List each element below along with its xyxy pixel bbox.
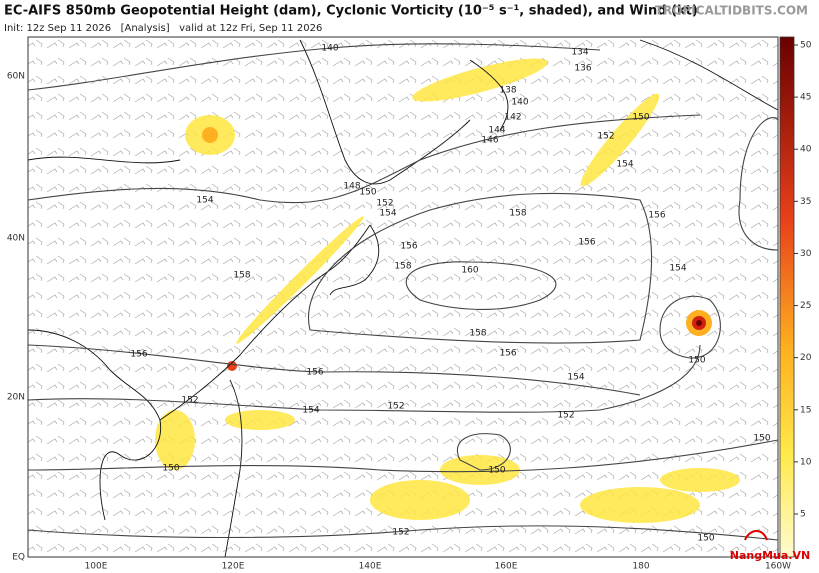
- map-frame: [27, 36, 779, 558]
- lon-label: 120E: [222, 562, 245, 572]
- lon-label: 160E: [495, 562, 518, 572]
- contour-label: 144: [488, 126, 505, 136]
- colorbar-label: 15: [800, 405, 811, 415]
- contour-label: 152: [392, 528, 409, 538]
- colorbar-label: 10: [800, 457, 812, 467]
- colorbar-label: 45: [800, 93, 811, 103]
- watermark-text: NangMua.VN: [730, 549, 810, 562]
- colorbar-label: 35: [800, 197, 811, 207]
- contour-label: 152: [597, 132, 614, 142]
- contour-label: 156: [499, 349, 516, 359]
- init-line: Init: 12z Sep 11 2026 [Analysis] valid a…: [4, 23, 322, 34]
- contour-label: 158: [509, 209, 526, 219]
- contour-label: 150: [697, 534, 714, 544]
- lat-label: 20N: [7, 393, 25, 403]
- contour-label: 152: [376, 199, 393, 209]
- contour-label: 136: [574, 64, 591, 74]
- contour-label: 156: [306, 368, 323, 378]
- contour-label: 154: [302, 406, 319, 416]
- contour-label: 154: [567, 373, 584, 383]
- contour-label: 158: [233, 271, 250, 281]
- contour-label: 150: [162, 464, 179, 474]
- contour-label: 160: [461, 266, 478, 276]
- contour-label: 152: [557, 411, 574, 421]
- colorbar-label: 40: [800, 145, 812, 155]
- contour-label: 134: [571, 48, 588, 58]
- colorbar: [779, 36, 795, 558]
- colorbar-label: 5: [800, 510, 806, 520]
- colorbar-label: 25: [800, 301, 811, 311]
- watermark: NangMua.VN: [730, 530, 810, 562]
- contour-label: 150: [359, 188, 376, 198]
- contour-label: 150: [632, 113, 649, 123]
- contour-label: 140: [321, 44, 338, 54]
- lat-label: EQ: [12, 553, 25, 563]
- contour-label: 152: [387, 402, 404, 412]
- colorbar-label: 30: [800, 249, 812, 259]
- contour-label: 156: [648, 211, 665, 221]
- contour-label: 150: [753, 434, 770, 444]
- contour-label: 142: [504, 113, 521, 123]
- contour-label: 158: [469, 329, 486, 339]
- lon-label: 180: [632, 562, 649, 572]
- contour-label: 156: [400, 242, 417, 252]
- lon-label: 160W: [765, 562, 791, 572]
- colorbar-label: 20: [800, 353, 812, 363]
- contour-label: 150: [688, 356, 705, 366]
- lon-label: 100E: [85, 562, 108, 572]
- contour-label: 146: [481, 136, 498, 146]
- contour-label: 154: [616, 160, 633, 170]
- contour-label: 154: [196, 196, 213, 206]
- contour-label: 140: [511, 98, 528, 108]
- contour-label: 152: [181, 396, 198, 406]
- title: EC-AIFS 850mb Geopotential Height (dam),…: [4, 4, 698, 19]
- site-name: TROPICALTIDBITS.COM: [655, 4, 808, 18]
- contour-label: 158: [394, 262, 411, 272]
- lon-label: 140E: [359, 562, 382, 572]
- contour-label: 138: [499, 86, 516, 96]
- contour-label: 154: [379, 209, 396, 219]
- colorbar-label: 50: [800, 41, 812, 51]
- contour-label: 148: [343, 182, 360, 192]
- lat-label: 60N: [7, 72, 25, 82]
- contour-label: 150: [488, 466, 505, 476]
- contour-label: 156: [578, 238, 595, 248]
- contour-label: 154: [669, 264, 686, 274]
- lat-label: 40N: [7, 234, 25, 244]
- contour-label: 156: [130, 350, 147, 360]
